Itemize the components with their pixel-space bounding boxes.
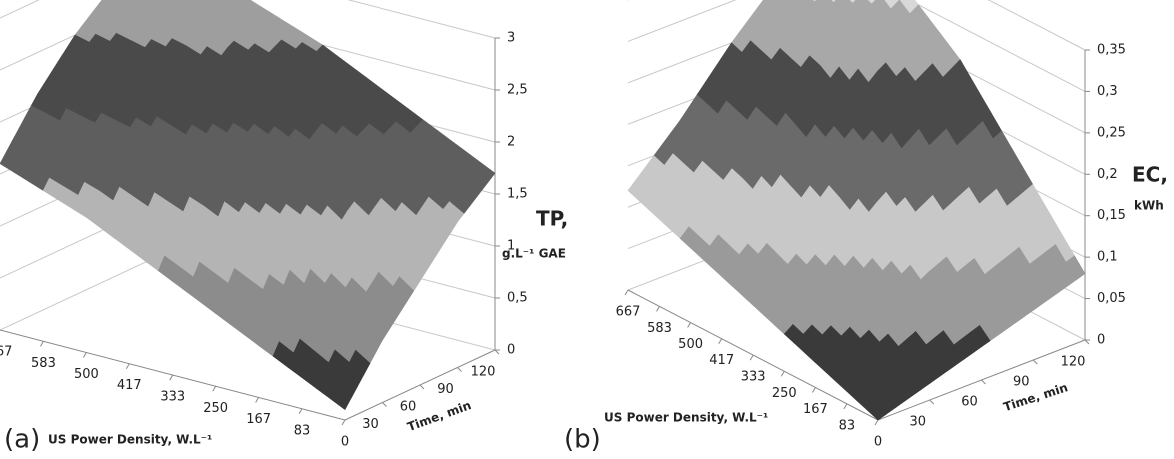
x-tick <box>341 419 346 426</box>
z-tick-label: 3 <box>507 31 515 46</box>
y-tick <box>382 402 387 407</box>
y-tick-label: 30 <box>362 417 379 432</box>
z-axis-title: TP, <box>536 207 568 231</box>
y-tick <box>494 349 500 355</box>
x-tick-label: 0 <box>341 435 349 450</box>
x-tick-label: 667 <box>0 345 12 360</box>
x-tick <box>255 397 260 403</box>
z-tick-label: 0,2 <box>1097 167 1118 182</box>
x-tick-label: 0 <box>874 435 882 450</box>
z-tick-label: 0,25 <box>1097 125 1126 140</box>
surface-cell <box>866 0 877 5</box>
y-tick-label: 60 <box>961 395 978 410</box>
x-tick-label: 583 <box>647 321 672 336</box>
x-axis-title: US Power Density, W.L⁻¹ <box>48 433 212 447</box>
surface-cell <box>769 0 782 7</box>
z-axis-unit: kWh <box>1134 199 1164 213</box>
surface-cell <box>830 0 837 3</box>
y-tick-label: 60 <box>400 400 417 415</box>
grid-line <box>628 0 1086 51</box>
y-tick <box>1032 359 1038 365</box>
y-tick-label: 90 <box>1013 375 1030 390</box>
y-tick <box>929 399 935 405</box>
surface-cell <box>330 386 352 411</box>
panel-label: (b) <box>564 425 601 455</box>
surface-cell <box>867 403 888 421</box>
z-tick-label: 2,5 <box>507 83 528 98</box>
x-tick <box>125 363 130 369</box>
x-tick <box>843 403 848 410</box>
x-tick-label: 417 <box>709 353 734 368</box>
y-tick <box>419 384 425 390</box>
x-tick <box>780 371 785 377</box>
plot: 0 0,05 0,1 0,15 0,2 0,25 0,3 0,35 0 83 167 250 333 41… <box>616 0 1126 450</box>
x-tick-label: 417 <box>117 378 142 393</box>
x-tick-label: 250 <box>772 386 797 401</box>
x-tick-label: 83 <box>839 418 856 433</box>
x-tick <box>169 374 174 381</box>
z-tick-label: 0,5 <box>507 291 528 306</box>
surface-cell <box>812 0 817 3</box>
x-tick <box>656 306 660 312</box>
x-tick-label: 500 <box>74 367 99 382</box>
z-tick-label: 0 <box>507 343 515 358</box>
x-tick-label: 250 <box>203 401 228 416</box>
z-tick-label: 0,35 <box>1097 43 1126 58</box>
z-tick-label: 0,3 <box>1097 84 1118 99</box>
panel-label: (a) <box>4 425 40 455</box>
x-tick <box>624 289 629 296</box>
x-tick <box>718 338 723 344</box>
x-tick <box>82 352 87 358</box>
plot: 00,511,522,53083167250333417500583667306… <box>0 0 528 450</box>
x-tick <box>298 408 303 415</box>
surface-cell <box>848 0 857 4</box>
z-tick-label: 1,5 <box>507 187 528 202</box>
x-tick-label: 83 <box>294 423 311 438</box>
x-tick <box>874 419 879 426</box>
y-tick <box>457 367 462 372</box>
x-tick-label: 333 <box>160 390 185 405</box>
y-tick-label: 30 <box>909 415 926 430</box>
x-tick <box>40 341 44 347</box>
x-tick-label: 333 <box>741 370 766 385</box>
z-axis-title: EC, <box>1132 163 1168 187</box>
y-tick-label: 90 <box>437 382 454 397</box>
x-tick-label: 583 <box>31 356 56 371</box>
surface-cell <box>790 0 799 5</box>
x-tick-label: 167 <box>246 412 271 427</box>
z-tick-label: 0,05 <box>1097 291 1126 306</box>
x-tick-label: 500 <box>678 337 703 352</box>
y-tick <box>981 379 986 385</box>
y-tick-label: 120 <box>471 365 496 380</box>
grid-line <box>627 0 1086 92</box>
z-tick-label: 0,15 <box>1097 208 1126 223</box>
z-tick-label: 0,1 <box>1097 250 1118 265</box>
x-axis-title: US Power Density, W.L⁻¹ <box>604 411 768 425</box>
x-tick <box>749 354 754 361</box>
x-tick-label: 167 <box>803 402 828 417</box>
z-tick-label: 2 <box>507 135 515 150</box>
x-tick-label: 667 <box>616 305 641 320</box>
y-tick <box>1084 339 1090 345</box>
z-tick-label: 1 <box>507 239 515 254</box>
grid-line <box>0 0 496 91</box>
y-tick-label: 120 <box>1061 355 1086 370</box>
x-tick <box>811 387 816 393</box>
x-tick <box>212 386 217 392</box>
x-tick <box>687 322 692 328</box>
z-tick-label: 0 <box>1097 333 1105 348</box>
y-axis-title: Time, min <box>1002 380 1070 414</box>
grid-line <box>0 0 496 39</box>
z-axis-unit: g.L⁻¹ GAE <box>502 247 566 261</box>
